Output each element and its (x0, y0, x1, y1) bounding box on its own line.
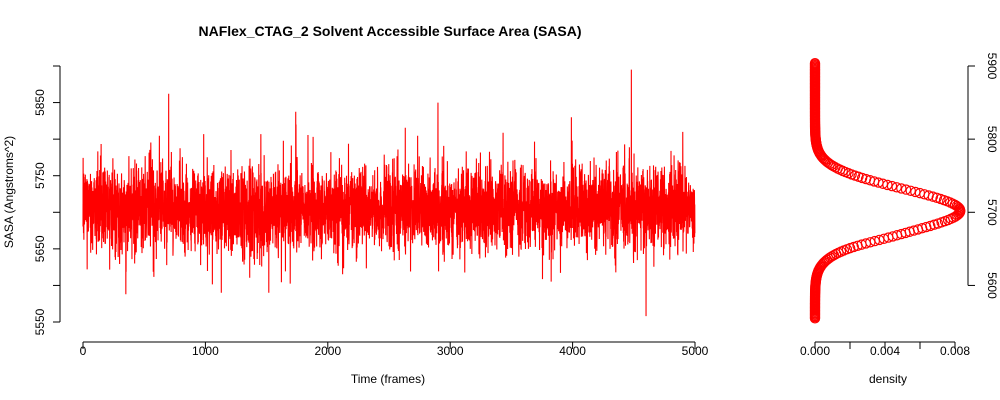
density-point (925, 220, 936, 232)
x-tick-label: 4000 (559, 344, 586, 358)
y-tick-label: 5750 (33, 162, 47, 189)
density-point (896, 183, 907, 194)
density-y-tick-label: 5800 (985, 126, 999, 153)
density-panel: 0.000 0.004 0.008 5600 5700 5800 5900 density (800, 53, 999, 386)
x-tick-label: 5000 (682, 344, 709, 358)
timeseries-panel: 0 1000 2000 3000 4000 5000 5550 5650 5750 5850 T… (2, 65, 709, 386)
density-point (900, 184, 912, 195)
density-point (891, 182, 902, 193)
density-point (809, 58, 821, 69)
x-axis: 0 1000 2000 3000 4000 5000 (80, 341, 709, 358)
density-x-axis-label: density (869, 372, 907, 386)
y-tick-label: 5850 (33, 89, 47, 116)
y-axis: 5550 5650 5750 5850 (33, 65, 61, 335)
y-axis-label: SASA (Angstroms^2) (2, 136, 16, 248)
density-y-tick-label: 5700 (985, 199, 999, 226)
density-x-tick-label: 0.008 (940, 344, 970, 358)
density-x-axis: 0.000 0.004 0.008 (800, 341, 970, 358)
y-tick-label: 5650 (33, 235, 47, 262)
density-y-tick-label: 5900 (985, 53, 999, 80)
x-axis-label: Time (frames) (351, 372, 425, 386)
density-point (823, 253, 834, 264)
density-point (905, 185, 916, 196)
x-tick-label: 3000 (437, 344, 464, 358)
density-point (953, 201, 964, 213)
timeseries-line-group (82, 69, 696, 317)
x-tick-label: 1000 (192, 344, 219, 358)
density-x-tick-label: 0.000 (800, 344, 830, 358)
x-tick-label: 0 (80, 344, 87, 358)
density-x-tick-label: 0.004 (870, 344, 900, 358)
density-point (921, 221, 932, 233)
density-y-tick-label: 5600 (985, 272, 999, 299)
x-tick-label: 2000 (314, 344, 341, 358)
chart-title: NAFlex_CTAG_2 Solvent Accessible Surface… (198, 23, 581, 39)
density-y-axis: 5600 5700 5800 5900 (967, 53, 999, 299)
density-points-group (809, 58, 966, 324)
sasa-series-line (82, 69, 696, 317)
y-tick-label: 5550 (33, 308, 47, 335)
density-point (864, 175, 876, 186)
density-point (910, 186, 921, 198)
